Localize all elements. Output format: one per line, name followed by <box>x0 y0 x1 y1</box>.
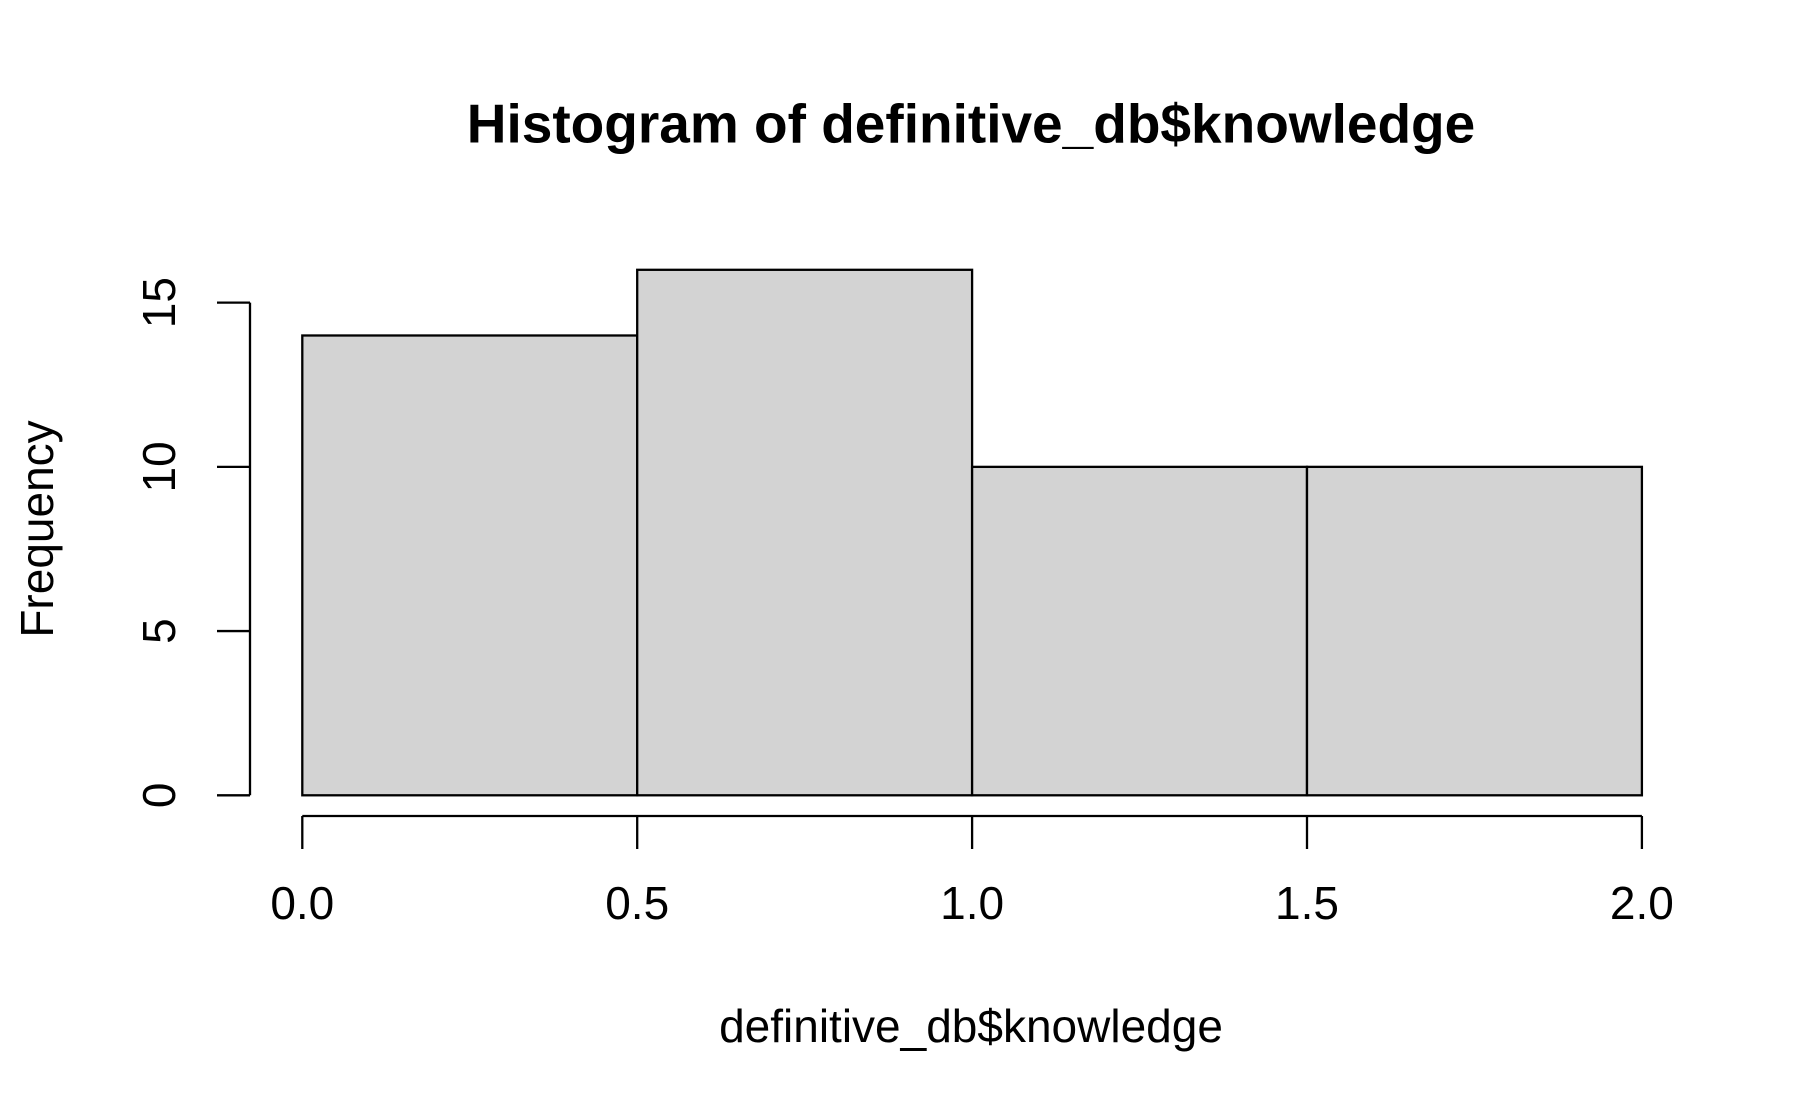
x-tick-label: 1.0 <box>940 877 1004 929</box>
y-axis-label: Frequency <box>11 420 63 637</box>
bar <box>301 334 639 797</box>
y-tick-label: 10 <box>133 441 185 492</box>
x-tick-label: 0.0 <box>270 877 334 929</box>
bar <box>636 268 974 797</box>
bar <box>970 465 1309 797</box>
chart-title: Histogram of definitive_db$knowledge <box>467 93 1475 155</box>
y-tick-label: 0 <box>133 783 185 809</box>
bar <box>1305 465 1644 797</box>
x-tick-label: 2.0 <box>1610 877 1674 929</box>
y-tick-label: 15 <box>133 277 185 328</box>
x-axis-label: definitive_db$knowledge <box>719 1000 1223 1052</box>
y-tick-label: 5 <box>133 618 185 644</box>
x-tick-label: 1.5 <box>1275 877 1339 929</box>
x-tick-label: 0.5 <box>605 877 669 929</box>
